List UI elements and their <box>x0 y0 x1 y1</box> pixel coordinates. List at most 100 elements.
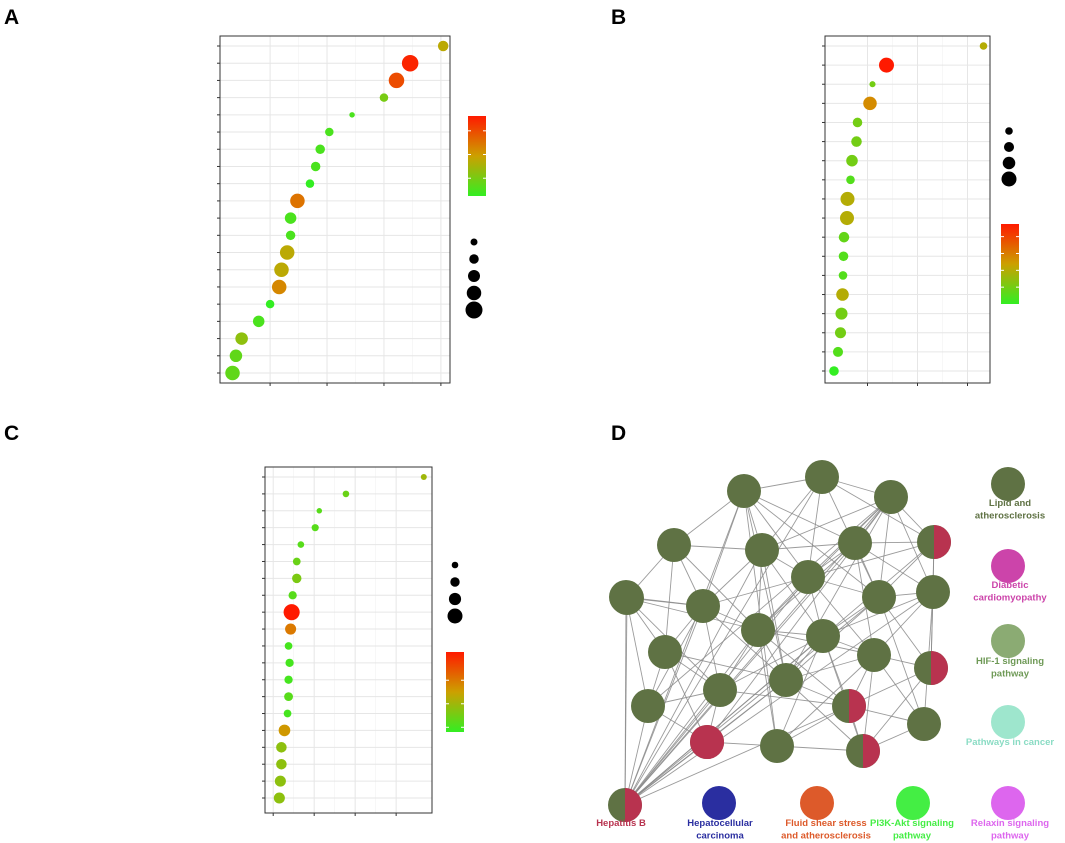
data-point <box>316 508 323 514</box>
data-point <box>315 144 325 155</box>
size-legend-dot <box>448 592 462 606</box>
chart-panel-a <box>217 35 486 386</box>
data-point <box>311 524 319 532</box>
data-point <box>252 315 265 328</box>
network-node <box>727 474 761 508</box>
size-legend-dot <box>470 238 478 246</box>
legend-swatch <box>991 705 1025 739</box>
network-edge <box>862 667 932 752</box>
data-point <box>278 724 291 737</box>
legend-swatch <box>702 786 736 820</box>
network-node <box>806 619 840 653</box>
network-edge <box>664 544 675 653</box>
network-edge <box>664 651 787 681</box>
network-edge <box>624 591 934 806</box>
legend-label: Relaxin signaling pathway <box>971 818 1049 842</box>
network-edge <box>807 576 875 656</box>
data-point <box>285 658 294 667</box>
network-edge <box>743 490 880 598</box>
data-point <box>284 692 293 702</box>
network-edge <box>743 490 856 544</box>
network-node <box>745 533 779 567</box>
legend-swatch <box>800 786 834 820</box>
legend-swatch <box>991 467 1025 501</box>
data-point <box>285 230 296 241</box>
network-node-highlight <box>934 525 951 559</box>
data-point <box>834 327 847 339</box>
data-point <box>274 775 286 787</box>
network-edge <box>890 496 934 593</box>
legend-swatch <box>991 549 1025 583</box>
data-point <box>852 117 863 128</box>
data-point <box>388 72 405 89</box>
network-edge <box>624 597 628 806</box>
panel-label-d: D <box>611 422 626 445</box>
network-edge <box>757 629 850 707</box>
network-edge <box>625 596 649 707</box>
network-edge <box>702 576 809 607</box>
network-edge <box>807 541 935 578</box>
network-node-highlight <box>931 651 948 685</box>
network-legend: Lipid and atherosclerosis Diabetic cardiomy… <box>596 467 1054 842</box>
network-node <box>907 707 941 741</box>
data-point <box>276 758 287 770</box>
panel-label-c: C <box>4 422 19 445</box>
data-point <box>840 191 855 206</box>
network-edge <box>785 496 892 681</box>
plot-border <box>824 35 991 384</box>
legend-label: Hepatocellular carcinoma <box>687 818 753 842</box>
network-edge <box>785 679 864 752</box>
plot-background <box>825 36 990 383</box>
network-node <box>874 480 908 514</box>
legend-label: Hepatitis B <box>596 818 646 829</box>
data-point <box>225 365 240 381</box>
data-point <box>274 262 289 277</box>
data-point <box>342 490 350 498</box>
legend-label: HIF-1 signaling pathway <box>976 656 1044 680</box>
network-node <box>703 673 737 707</box>
network-node <box>862 580 896 614</box>
size-legend-dot <box>451 561 459 569</box>
size-legend-dot <box>450 577 460 587</box>
size-legend-dot <box>1005 127 1013 135</box>
data-point <box>863 96 877 111</box>
legend-label: Fluid shear stress and atherosclerosis <box>781 818 871 842</box>
colorbar <box>446 652 464 732</box>
panel-label-b: B <box>611 6 626 29</box>
network-edge <box>624 490 745 806</box>
network-edge <box>673 544 759 631</box>
legend-label: Diabetic cardiomyopathy <box>973 580 1047 604</box>
data-point <box>869 81 876 88</box>
network-edge <box>761 496 892 551</box>
data-point <box>835 307 848 320</box>
data-point <box>288 591 297 600</box>
legend-swatch <box>991 786 1025 820</box>
plot-border <box>219 35 451 384</box>
legend-label: Pathways in cancer <box>966 737 1054 748</box>
network-node-highlight <box>690 725 724 759</box>
data-point <box>310 161 321 172</box>
data-point <box>851 136 862 147</box>
data-point <box>292 557 301 566</box>
data-point <box>292 573 302 584</box>
data-point <box>276 742 287 753</box>
data-point <box>305 179 315 188</box>
data-point <box>283 709 292 718</box>
network-node <box>857 638 891 672</box>
data-point <box>979 42 988 50</box>
network-node <box>805 460 839 494</box>
data-point <box>420 473 427 481</box>
network-node <box>838 526 872 560</box>
size-legend-dot <box>465 301 483 319</box>
network-edge <box>761 549 787 681</box>
network-node <box>791 560 825 594</box>
data-point <box>279 245 295 260</box>
data-point <box>284 642 293 650</box>
size-legend-dot <box>447 608 463 624</box>
colorbar <box>468 116 486 196</box>
network-node <box>631 689 665 723</box>
data-point <box>401 54 419 72</box>
data-point <box>379 93 389 102</box>
data-point <box>437 40 449 52</box>
network-edge <box>624 549 763 806</box>
